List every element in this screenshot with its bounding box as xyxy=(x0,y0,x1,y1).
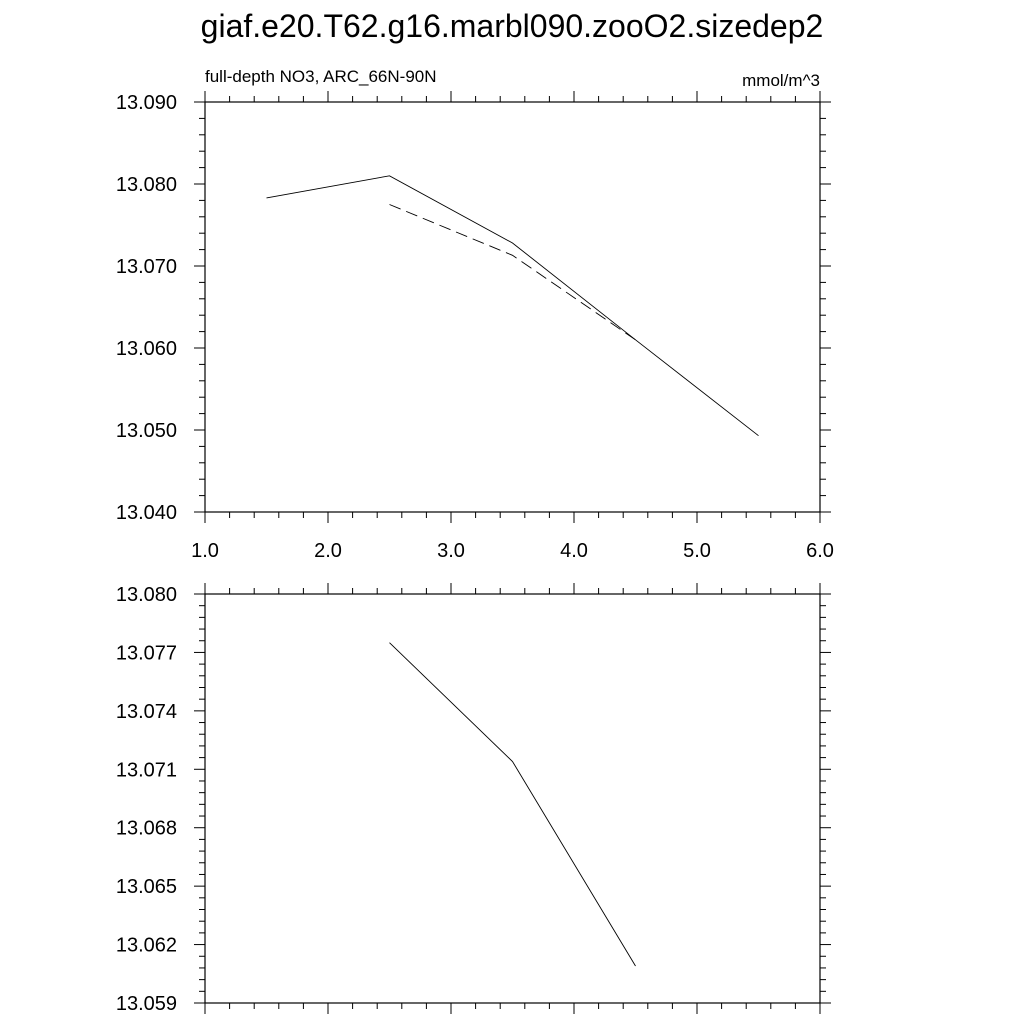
bottom-y-tick-label: 13.080 xyxy=(116,584,177,606)
top-y-tick-label: 13.040 xyxy=(116,502,177,524)
top-x-tick-label: 3.0 xyxy=(437,540,465,562)
top-panel: full-depth NO3, ARC_66N-90N mmol/m^3 1.0… xyxy=(116,67,834,562)
top-y-tick-label: 13.090 xyxy=(116,92,177,114)
top-x-tick-label: 2.0 xyxy=(314,540,342,562)
top-x-tick-label: 1.0 xyxy=(191,540,219,562)
top-series-dashed-line xyxy=(389,204,636,341)
top-panel-units: mmol/m^3 xyxy=(742,71,820,90)
bottom-y-tick-label: 13.062 xyxy=(116,935,177,957)
bottom-plot-frame xyxy=(204,593,821,1004)
top-y-tick-label: 13.080 xyxy=(116,174,177,196)
chart-title: giaf.e20.T62.g16.marbl090.zooO2.sizedep2 xyxy=(201,8,824,44)
top-y-tick-label: 13.070 xyxy=(116,256,177,278)
bottom-series-solid-line xyxy=(389,642,636,967)
top-y-tick-label: 13.060 xyxy=(116,338,177,360)
top-plot-frame xyxy=(204,101,821,513)
bottom-y-tick-label: 13.071 xyxy=(116,759,177,781)
bottom-y-tick-label: 13.065 xyxy=(116,876,177,898)
bottom-y-tick-label: 13.059 xyxy=(116,993,177,1015)
top-series-solid-line xyxy=(266,175,759,437)
bottom-y-tick-label: 13.074 xyxy=(116,701,177,723)
top-panel-subtitle: full-depth NO3, ARC_66N-90N xyxy=(205,67,437,86)
top-x-tick-label: 4.0 xyxy=(560,540,588,562)
top-x-tick-label: 6.0 xyxy=(806,540,834,562)
bottom-y-tick-label: 13.068 xyxy=(116,818,177,840)
top-y-tick-label: 13.050 xyxy=(116,420,177,442)
bottom-y-tick-label: 13.077 xyxy=(116,642,177,664)
top-x-tick-label: 5.0 xyxy=(683,540,711,562)
bottom-panel: 13.059 13.062 13.065 13.068 13.071 13.074 13.0… xyxy=(116,583,831,1015)
